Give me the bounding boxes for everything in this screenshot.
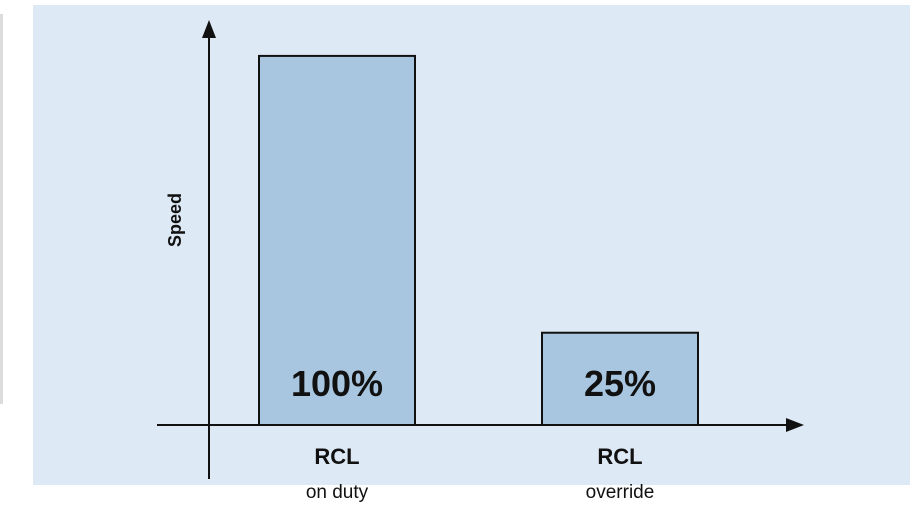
y-axis-arrowhead — [202, 20, 216, 38]
category-sublabel-2: override — [586, 482, 655, 503]
category-label-2: RCL — [597, 444, 642, 469]
category-label-1: RCL — [314, 444, 359, 469]
y-axis-label: Speed — [165, 193, 185, 247]
bars-layer — [258, 54, 699, 427]
x-axis — [157, 418, 804, 432]
y-axis — [202, 20, 216, 479]
data-labels-layer: 100% 25% — [291, 363, 656, 404]
bar-1 — [258, 54, 416, 427]
speed-bar-chart: Speed 100% 25% RCL on duty RCL override — [33, 5, 910, 503]
x-axis-arrowhead — [786, 418, 804, 432]
bar-value-label-1: 100% — [291, 363, 383, 404]
bar-value-label-2: 25% — [584, 363, 656, 404]
category-labels-layer: RCL on duty RCL override — [306, 444, 654, 503]
chart-panel: Speed 100% 25% RCL on duty RCL override — [33, 5, 910, 503]
chart-background — [33, 5, 910, 485]
category-sublabel-1: on duty — [306, 482, 369, 503]
left-edge-divider — [0, 14, 3, 404]
